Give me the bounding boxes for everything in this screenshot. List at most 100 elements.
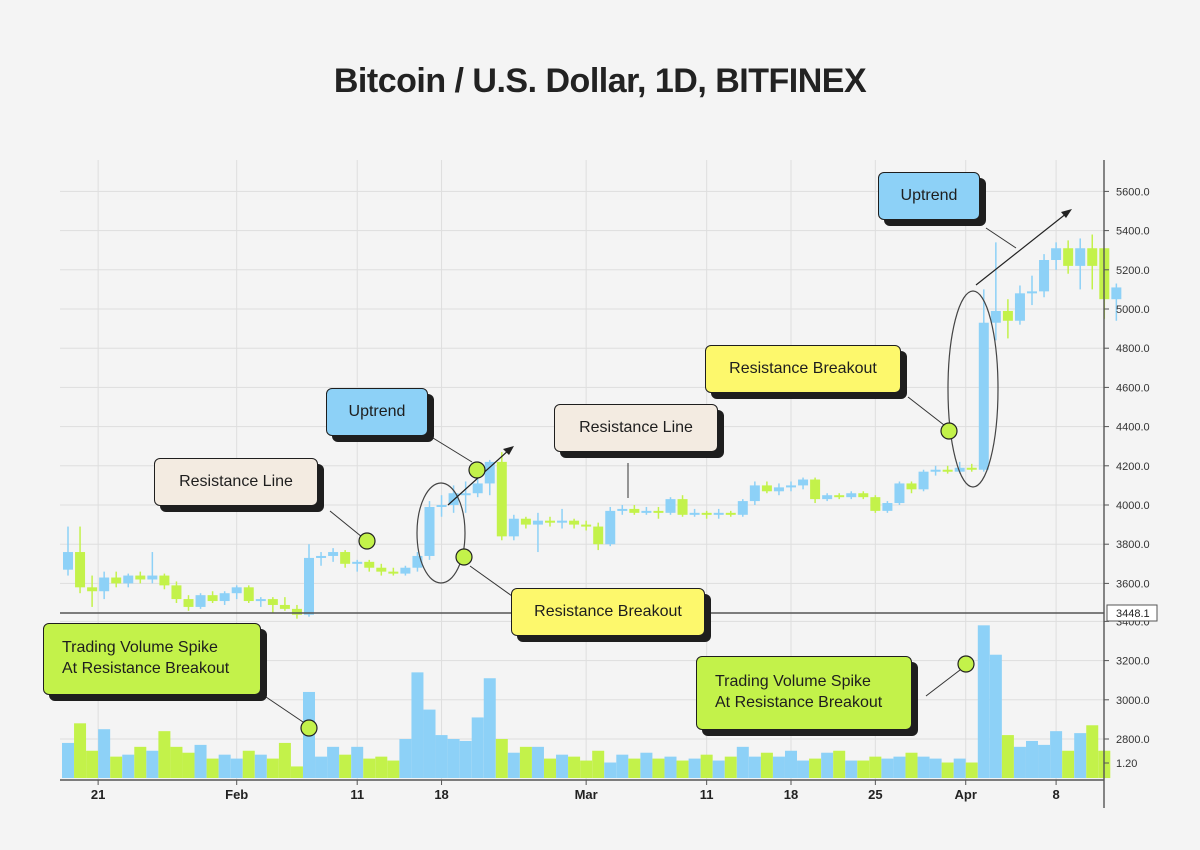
candle-body — [448, 493, 459, 505]
volume-bar — [363, 758, 376, 778]
candle-body — [593, 526, 604, 545]
callout-volume-spike-2: Trading Volume Spike At Resistance Break… — [696, 656, 912, 730]
callout-connector — [265, 696, 304, 723]
candle-body — [1087, 248, 1098, 266]
candle-body — [846, 493, 857, 498]
candle-body — [424, 506, 435, 556]
candle-body — [352, 561, 363, 564]
x-tick-label: 18 — [784, 787, 798, 802]
candle-body — [1002, 310, 1013, 321]
x-tick-label: 21 — [91, 787, 105, 802]
volume-tick-label: 3000.0 — [1116, 695, 1150, 707]
breakout-ellipse — [947, 290, 999, 488]
marker-dot — [300, 719, 318, 737]
callout-line-1: Trading Volume Spike — [62, 639, 218, 657]
candle-body — [472, 483, 483, 494]
candle-body — [255, 599, 266, 602]
candle-body — [508, 518, 519, 537]
callout-connector — [432, 437, 473, 463]
current-price-label: 3448.1 — [1116, 608, 1150, 620]
x-tick-label: Apr — [955, 787, 977, 802]
volume-bar — [568, 756, 581, 778]
candle-body — [725, 512, 736, 515]
candle-body — [834, 495, 845, 498]
callout-uptrend-1: Uptrend — [326, 388, 428, 436]
volume-bar — [507, 752, 520, 778]
volume-bar — [676, 760, 689, 778]
volume-bar — [1086, 725, 1099, 778]
callout-resistance-breakout-2: Resistance Breakout — [705, 345, 901, 393]
volume-bar — [1013, 746, 1026, 778]
candle-body — [99, 577, 110, 592]
volume-bar — [664, 756, 677, 778]
callout-line-1: Trading Volume Spike — [715, 673, 871, 691]
volume-bar — [592, 750, 605, 778]
volume-tick-label: 1.20 — [1116, 758, 1137, 770]
volume-bar — [423, 709, 436, 778]
callout-resistance-line-2: Resistance Line — [554, 404, 718, 452]
callout-text: Uptrend — [900, 186, 958, 204]
volume-bar — [917, 756, 930, 778]
candle-body — [1039, 260, 1050, 292]
y-tick-label: 5200.0 — [1116, 265, 1150, 277]
callout-line-2: At Resistance Breakout — [62, 660, 230, 677]
x-tick-label: Mar — [575, 787, 598, 802]
candle-body — [978, 322, 989, 470]
arrow-head — [503, 446, 514, 455]
candle-body — [171, 585, 182, 600]
volume-bar — [158, 731, 171, 778]
volume-bar — [772, 756, 785, 778]
x-tick-label: 11 — [700, 787, 714, 802]
candle-body — [316, 555, 327, 558]
candle-body — [1027, 291, 1037, 294]
volume-bar — [748, 756, 761, 778]
candle-body — [581, 524, 592, 527]
volume-bar — [495, 739, 508, 778]
volume-bar — [146, 750, 159, 778]
candle-body — [882, 503, 893, 511]
volume-bar — [628, 758, 641, 778]
y-tick-label: 4200.0 — [1116, 461, 1150, 473]
volume-bar — [953, 758, 966, 778]
candle-body — [870, 497, 881, 511]
chart-title: Bitcoin / U.S. Dollar, 1D, BITFINEX — [333, 62, 867, 100]
volume-bar — [399, 739, 412, 778]
candle-body — [195, 595, 206, 607]
candle-body — [677, 499, 688, 515]
candle-body — [340, 552, 351, 564]
candle-body — [1075, 248, 1086, 266]
volume-bar — [640, 752, 653, 778]
candle-body — [123, 575, 134, 584]
volume-bar — [893, 756, 906, 778]
volume-bar — [1062, 750, 1075, 778]
volume-bar — [134, 746, 147, 778]
candle-body — [279, 604, 290, 609]
y-tick-label: 4000.0 — [1116, 500, 1150, 512]
candle-body — [930, 469, 941, 472]
callout-resistance-line-1: Resistance Line — [154, 458, 318, 506]
candle-body — [749, 485, 760, 502]
volume-tick-label: 3200.0 — [1116, 656, 1150, 668]
volume-bar — [170, 746, 183, 778]
volume-bar — [278, 742, 291, 778]
candle-body — [388, 571, 399, 574]
candle-body — [545, 520, 555, 523]
candle-body — [557, 520, 568, 523]
volume-bar — [98, 729, 111, 778]
volume-bar — [1050, 731, 1063, 778]
volume-bar — [206, 758, 219, 778]
volume-bar — [1074, 733, 1087, 778]
volume-bar — [544, 758, 556, 778]
volume-bar — [785, 750, 797, 778]
candle-body — [436, 505, 447, 507]
candle-body — [713, 512, 724, 515]
volume-bar — [339, 754, 352, 778]
volume-bar — [616, 754, 629, 778]
volume-bar — [483, 678, 496, 778]
volume-bar — [290, 766, 303, 778]
volume-bar — [760, 752, 773, 778]
volume-bar — [242, 750, 255, 778]
volume-bar — [845, 760, 858, 778]
candle-body — [761, 485, 772, 492]
candle-body — [484, 461, 495, 484]
